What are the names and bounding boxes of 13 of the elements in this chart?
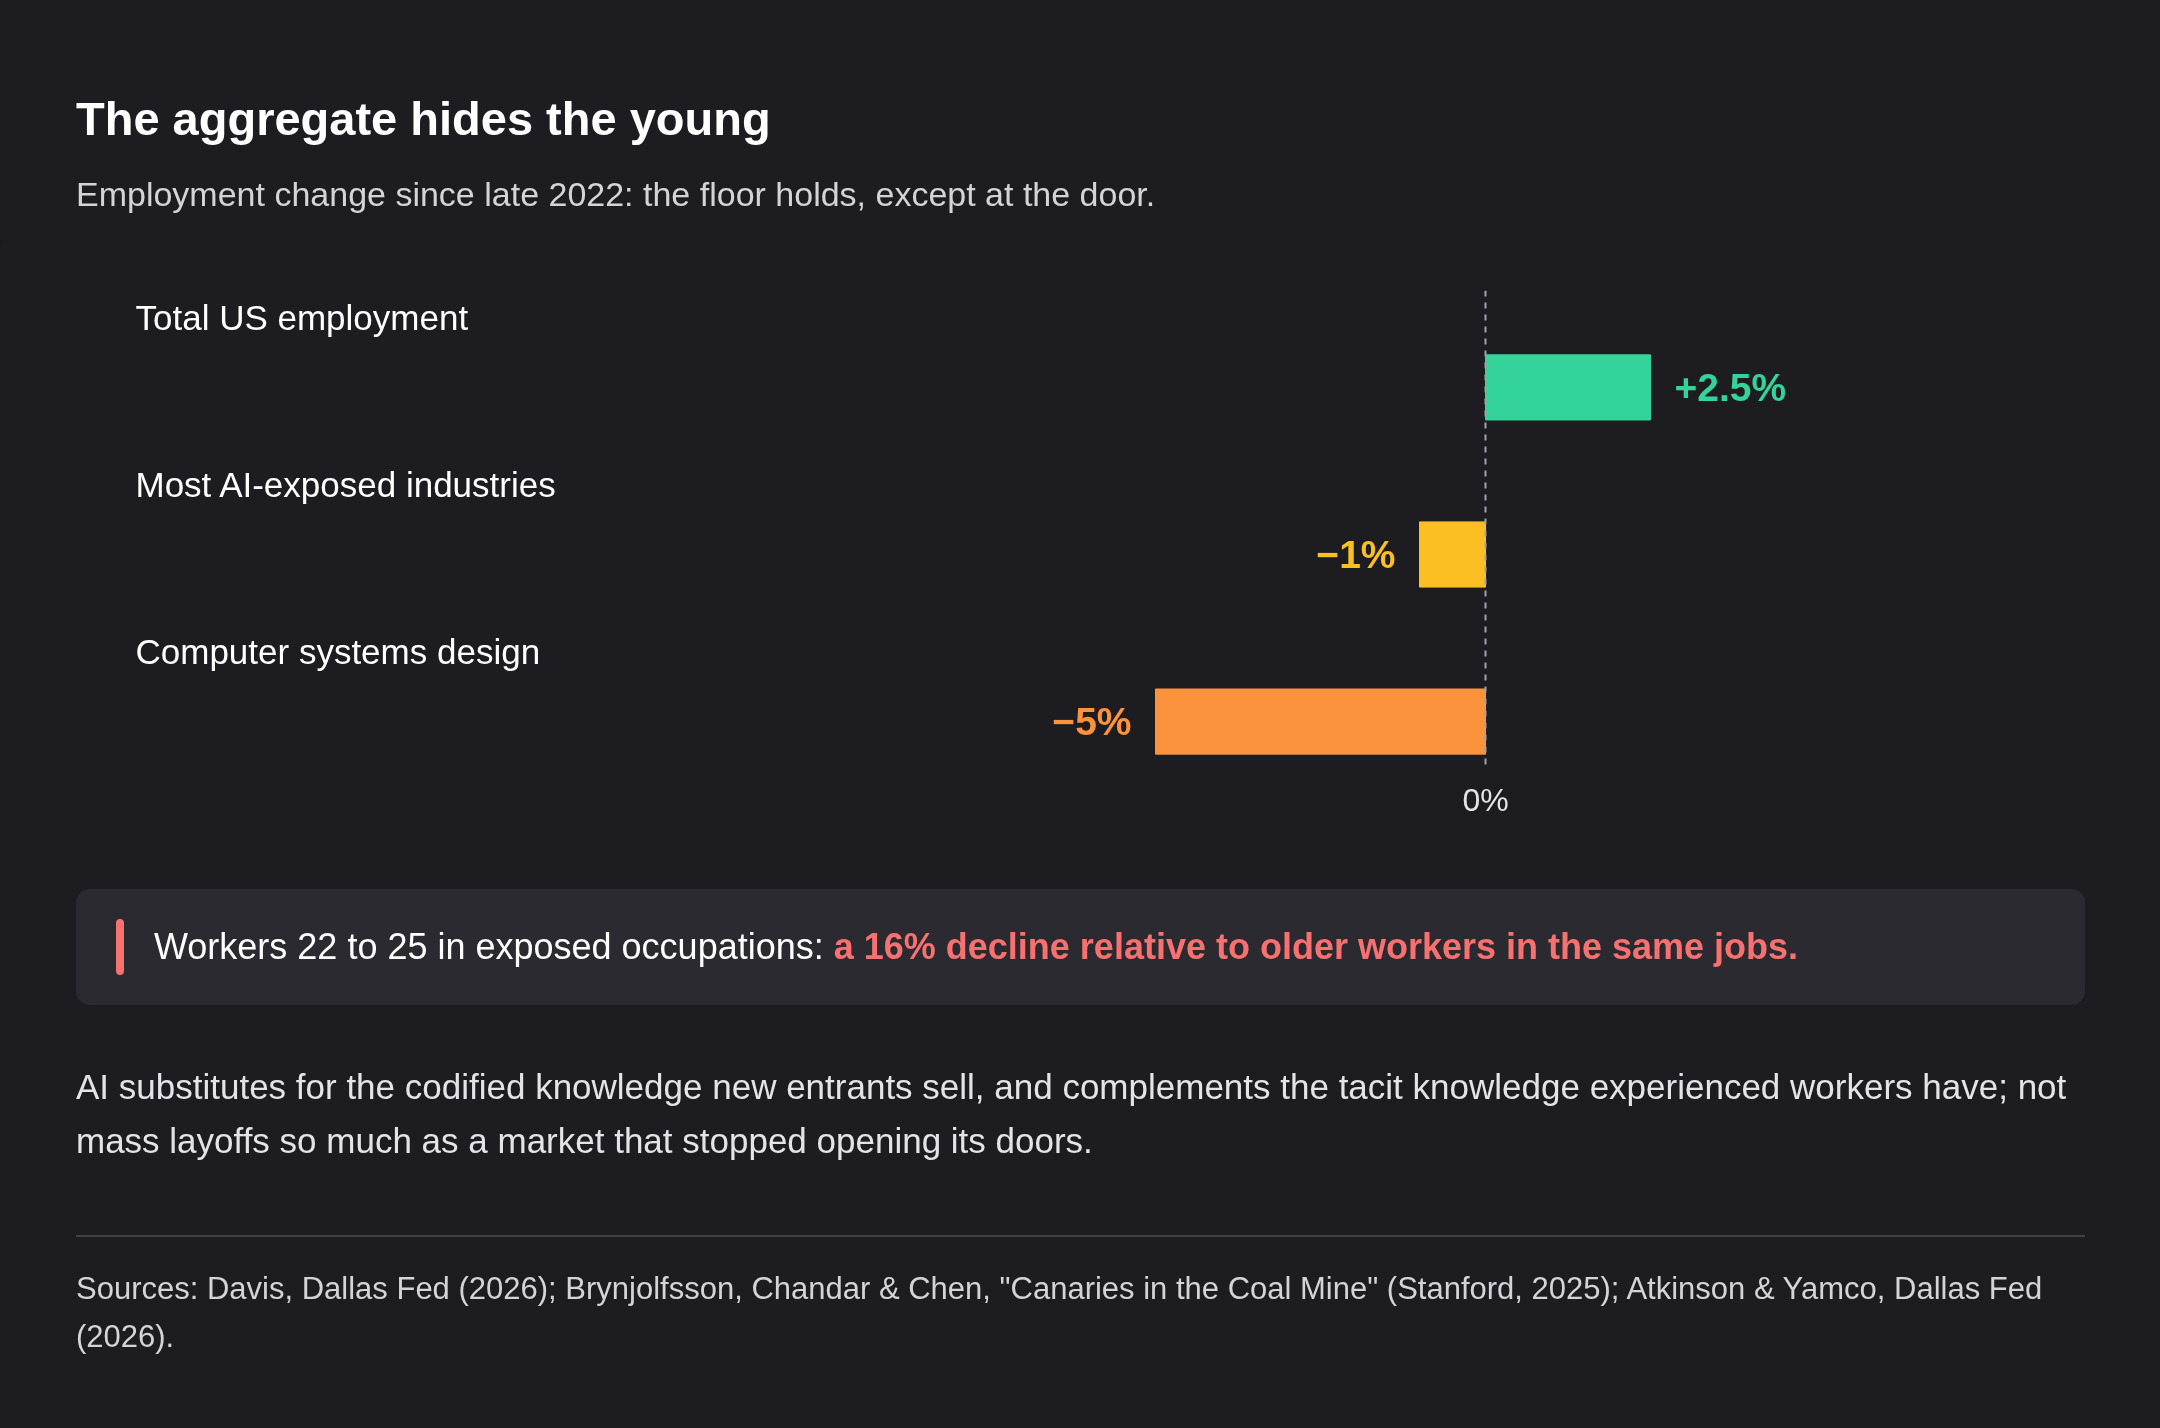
- text: The aggregate hides the young: [76, 91, 772, 147]
- y-tick-label: Computer systems design: [135, 631, 541, 671]
- text: Employment change since late 2022: the floor holds, except at the door.: [76, 174, 1156, 216]
- data-label: +2.5%: [1674, 365, 1787, 409]
- y-tick-label: Total US employment: [135, 297, 469, 337]
- data-label: −1%: [1316, 533, 1396, 576]
- text: a 16% decline relative to older workers in the same jobs.: [833, 925, 1799, 970]
- text: AI substitutes for the codified knowledge new entrants sell, and complements the tacit knowledge experienced workers have; not mass layoffs so much as a market that stopped opening its doors.: [76, 1066, 2068, 1162]
- text: 0%: [1462, 782, 1509, 819]
- source-note: Sources: Davis, Dallas Fed (2026); Brynjolfsson, Chandar & Chen, "Canaries in the Coal Mine" (Stanford, 2025); Atkinson & Yamco, Dallas Fed (2026).: [76, 1270, 2044, 1356]
- text: Workers 22 to 25 in exposed occupations:: [154, 925, 825, 970]
- data-label: −5%: [1052, 700, 1132, 744]
- y-tick-label: Most AI-exposed industries: [135, 464, 556, 504]
